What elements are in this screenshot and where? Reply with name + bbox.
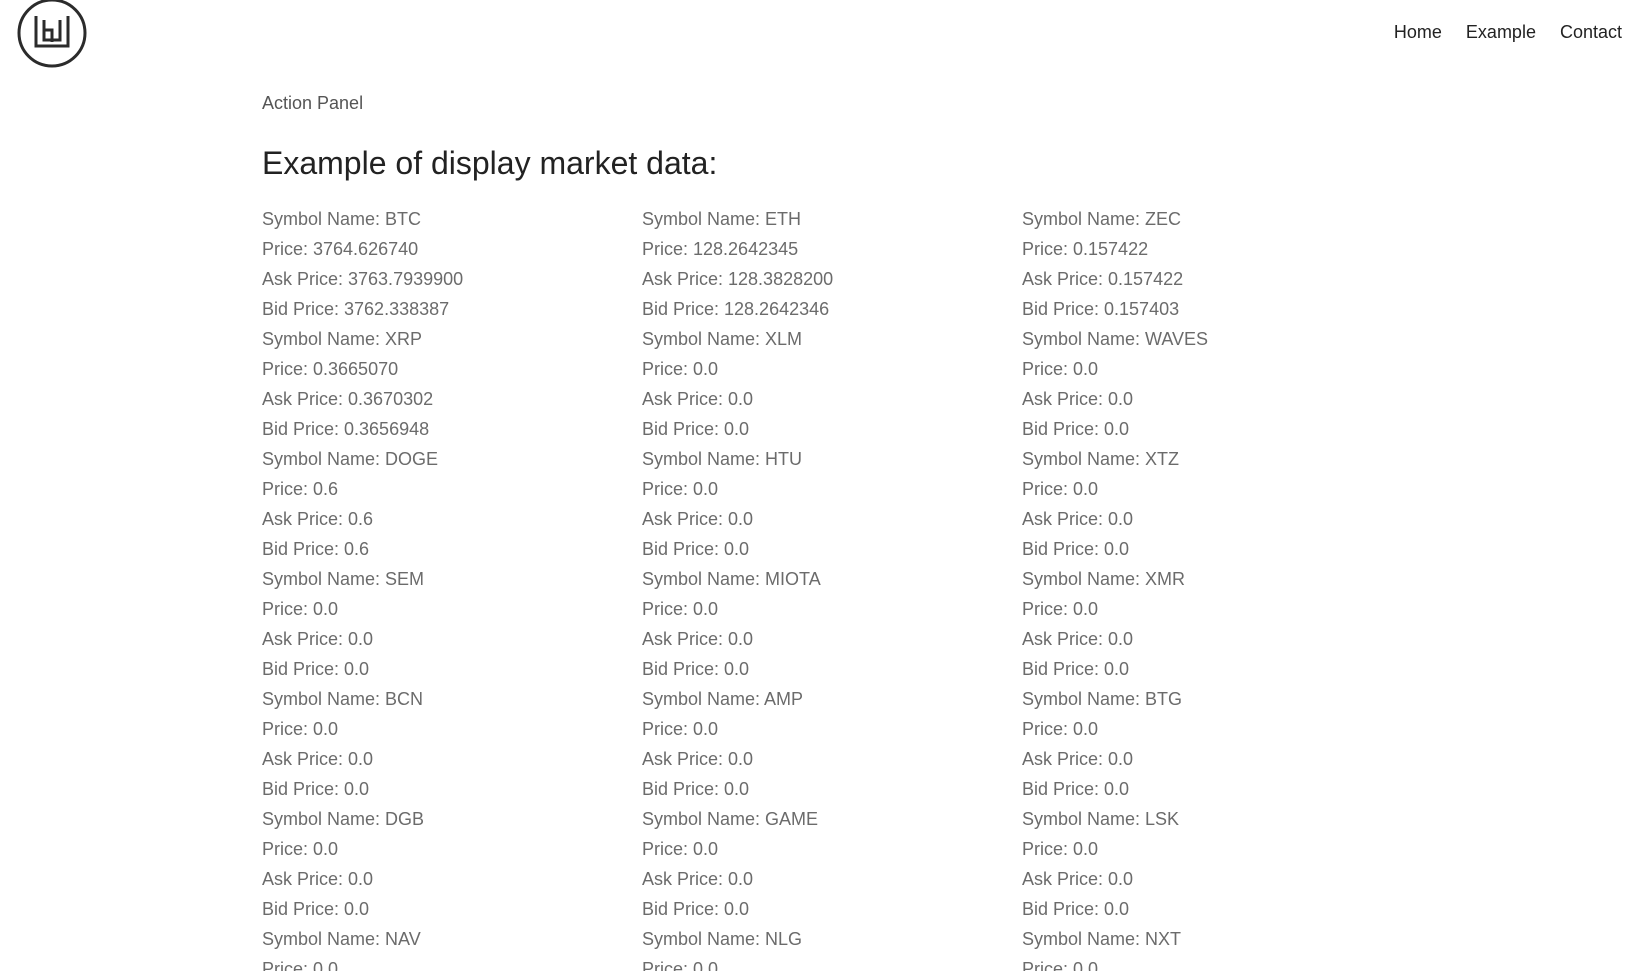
market-data-field: Ask Price: 0.157422 [1022, 269, 1184, 290]
market-data-field: Symbol Name: NAV [262, 929, 421, 950]
nav-example-link[interactable]: Example [1465, 22, 1536, 42]
market-data-field: Ask Price: 0.0 [642, 749, 754, 770]
market-data-field: Ask Price: 0.0 [262, 629, 374, 650]
market-data-field: Price: 0.157422 [1022, 239, 1149, 260]
market-data-field: Bid Price: 0.0 [1022, 539, 1130, 560]
market-data-field: Ask Price: 0.0 [1022, 509, 1134, 530]
market-data-field: Ask Price: 0.0 [642, 629, 754, 650]
market-data-field: Ask Price: 0.0 [262, 869, 374, 890]
market-data-field: Symbol Name: HTU [642, 449, 803, 470]
market-data-field: Price: 0.0 [262, 719, 339, 740]
market-data-field: Bid Price: 0.0 [262, 899, 370, 920]
market-data-field: Symbol Name: GAME [642, 809, 819, 830]
market-data-field: Ask Price: 3763.7939900 [262, 269, 464, 290]
market-data-field: Ask Price: 0.0 [1022, 869, 1134, 890]
market-data-field: Price: 0.0 [642, 359, 719, 380]
market-data-field: Ask Price: 0.0 [1022, 749, 1134, 770]
market-data-field: Bid Price: 0.0 [1022, 419, 1130, 440]
market-data-field: Price: 0.0 [262, 959, 339, 971]
market-data-field: Ask Price: 0.0 [262, 749, 374, 770]
market-data-field: Ask Price: 0.6 [262, 509, 374, 530]
hu-circle-logo-icon[interactable] [15, 0, 89, 70]
market-data-field: Bid Price: 0.157403 [1022, 299, 1180, 320]
market-data-field: Price: 0.6 [262, 479, 339, 500]
market-data-field: Bid Price: 0.0 [642, 539, 750, 560]
market-data-field: Price: 0.0 [642, 719, 719, 740]
market-data-field: Price: 0.0 [262, 599, 339, 620]
nav-home-link[interactable]: Home [1393, 22, 1442, 42]
market-data-field: Bid Price: 0.0 [1022, 779, 1130, 800]
market-data-field: Bid Price: 0.0 [642, 659, 750, 680]
market-data-field: Bid Price: 0.0 [262, 659, 370, 680]
market-data-field: Symbol Name: DGB [262, 809, 425, 830]
market-data-field: Symbol Name: WAVES [1022, 329, 1209, 350]
market-data-field: Price: 0.0 [1022, 599, 1099, 620]
market-data-field: Symbol Name: XMR [1022, 569, 1186, 590]
market-data-field: Symbol Name: AMP [642, 689, 804, 710]
market-data-field: Ask Price: 0.0 [642, 389, 754, 410]
market-data-field: Price: 0.0 [262, 839, 339, 860]
market-data-field: Bid Price: 0.0 [642, 899, 750, 920]
market-data-field: Ask Price: 0.0 [1022, 389, 1134, 410]
market-data-field: Symbol Name: NXT [1022, 929, 1182, 950]
market-data-field: Symbol Name: XLM [642, 329, 803, 350]
market-data-field: Price: 3764.626740 [262, 239, 419, 260]
market-data-field: Bid Price: 0.6 [262, 539, 370, 560]
market-data-field: Symbol Name: BTC [262, 209, 422, 230]
market-data-field: Symbol Name: DOGE [262, 449, 439, 470]
market-data-field: Bid Price: 0.3656948 [262, 419, 430, 440]
market-data-field: Price: 0.0 [1022, 359, 1099, 380]
market-data-field: Price: 0.0 [1022, 479, 1099, 500]
market-data-field: Price: 0.0 [642, 599, 719, 620]
market-data-field: Symbol Name: NLG [642, 929, 803, 950]
market-data-field: Symbol Name: BTG [1022, 689, 1183, 710]
market-data-field: Bid Price: 0.0 [642, 779, 750, 800]
market-data-field: Price: 0.0 [1022, 719, 1099, 740]
page-heading: Example of display market data: [262, 145, 718, 181]
action-panel-label: Action Panel [262, 93, 364, 113]
market-data-field: Ask Price: 128.3828200 [642, 269, 834, 290]
main-content: Action Panel Example of display market d… [262, 88, 1462, 971]
market-data-field: Bid Price: 0.0 [262, 779, 370, 800]
market-data-field: Price: 0.0 [1022, 839, 1099, 860]
market-data-field: Symbol Name: ZEC [1022, 209, 1182, 230]
market-data-field: Symbol Name: SEM [262, 569, 425, 590]
market-data-field: Price: 0.0 [642, 959, 719, 971]
market-data-field: Price: 0.0 [642, 839, 719, 860]
market-data-field: Symbol Name: ETH [642, 209, 802, 230]
market-data-field: Bid Price: 0.0 [642, 419, 750, 440]
top-nav: Home Example Contact [1394, 22, 1622, 43]
market-data-field: Price: 128.2642345 [642, 239, 799, 260]
nav-contact-link[interactable]: Contact [1559, 22, 1622, 42]
market-data-field: Symbol Name: XTZ [1022, 449, 1180, 470]
market-data-field: Price: 0.0 [1022, 959, 1099, 971]
market-data-field: Price: 0.3665070 [262, 359, 399, 380]
market-data-field: Bid Price: 0.0 [1022, 899, 1130, 920]
market-data-field: Ask Price: 0.0 [642, 869, 754, 890]
logo-graphic [17, 0, 87, 68]
market-data-field: Symbol Name: XRP [262, 329, 423, 350]
market-data-field: Bid Price: 128.2642346 [642, 299, 830, 320]
market-data-field: Bid Price: 0.0 [1022, 659, 1130, 680]
market-data-field: Symbol Name: LSK [1022, 809, 1180, 830]
market-data-grid: Symbol Name: BTC Symbol Name: ETH Symbol N… [262, 204, 1462, 971]
market-data-field: Ask Price: 0.0 [642, 509, 754, 530]
market-data-field: Bid Price: 3762.338387 [262, 299, 450, 320]
market-data-field: Ask Price: 0.3670302 [262, 389, 434, 410]
market-data-field: Symbol Name: MIOTA [642, 569, 821, 590]
market-data-field: Ask Price: 0.0 [1022, 629, 1134, 650]
market-data-field: Symbol Name: BCN [262, 689, 424, 710]
market-data-field: Price: 0.0 [642, 479, 719, 500]
